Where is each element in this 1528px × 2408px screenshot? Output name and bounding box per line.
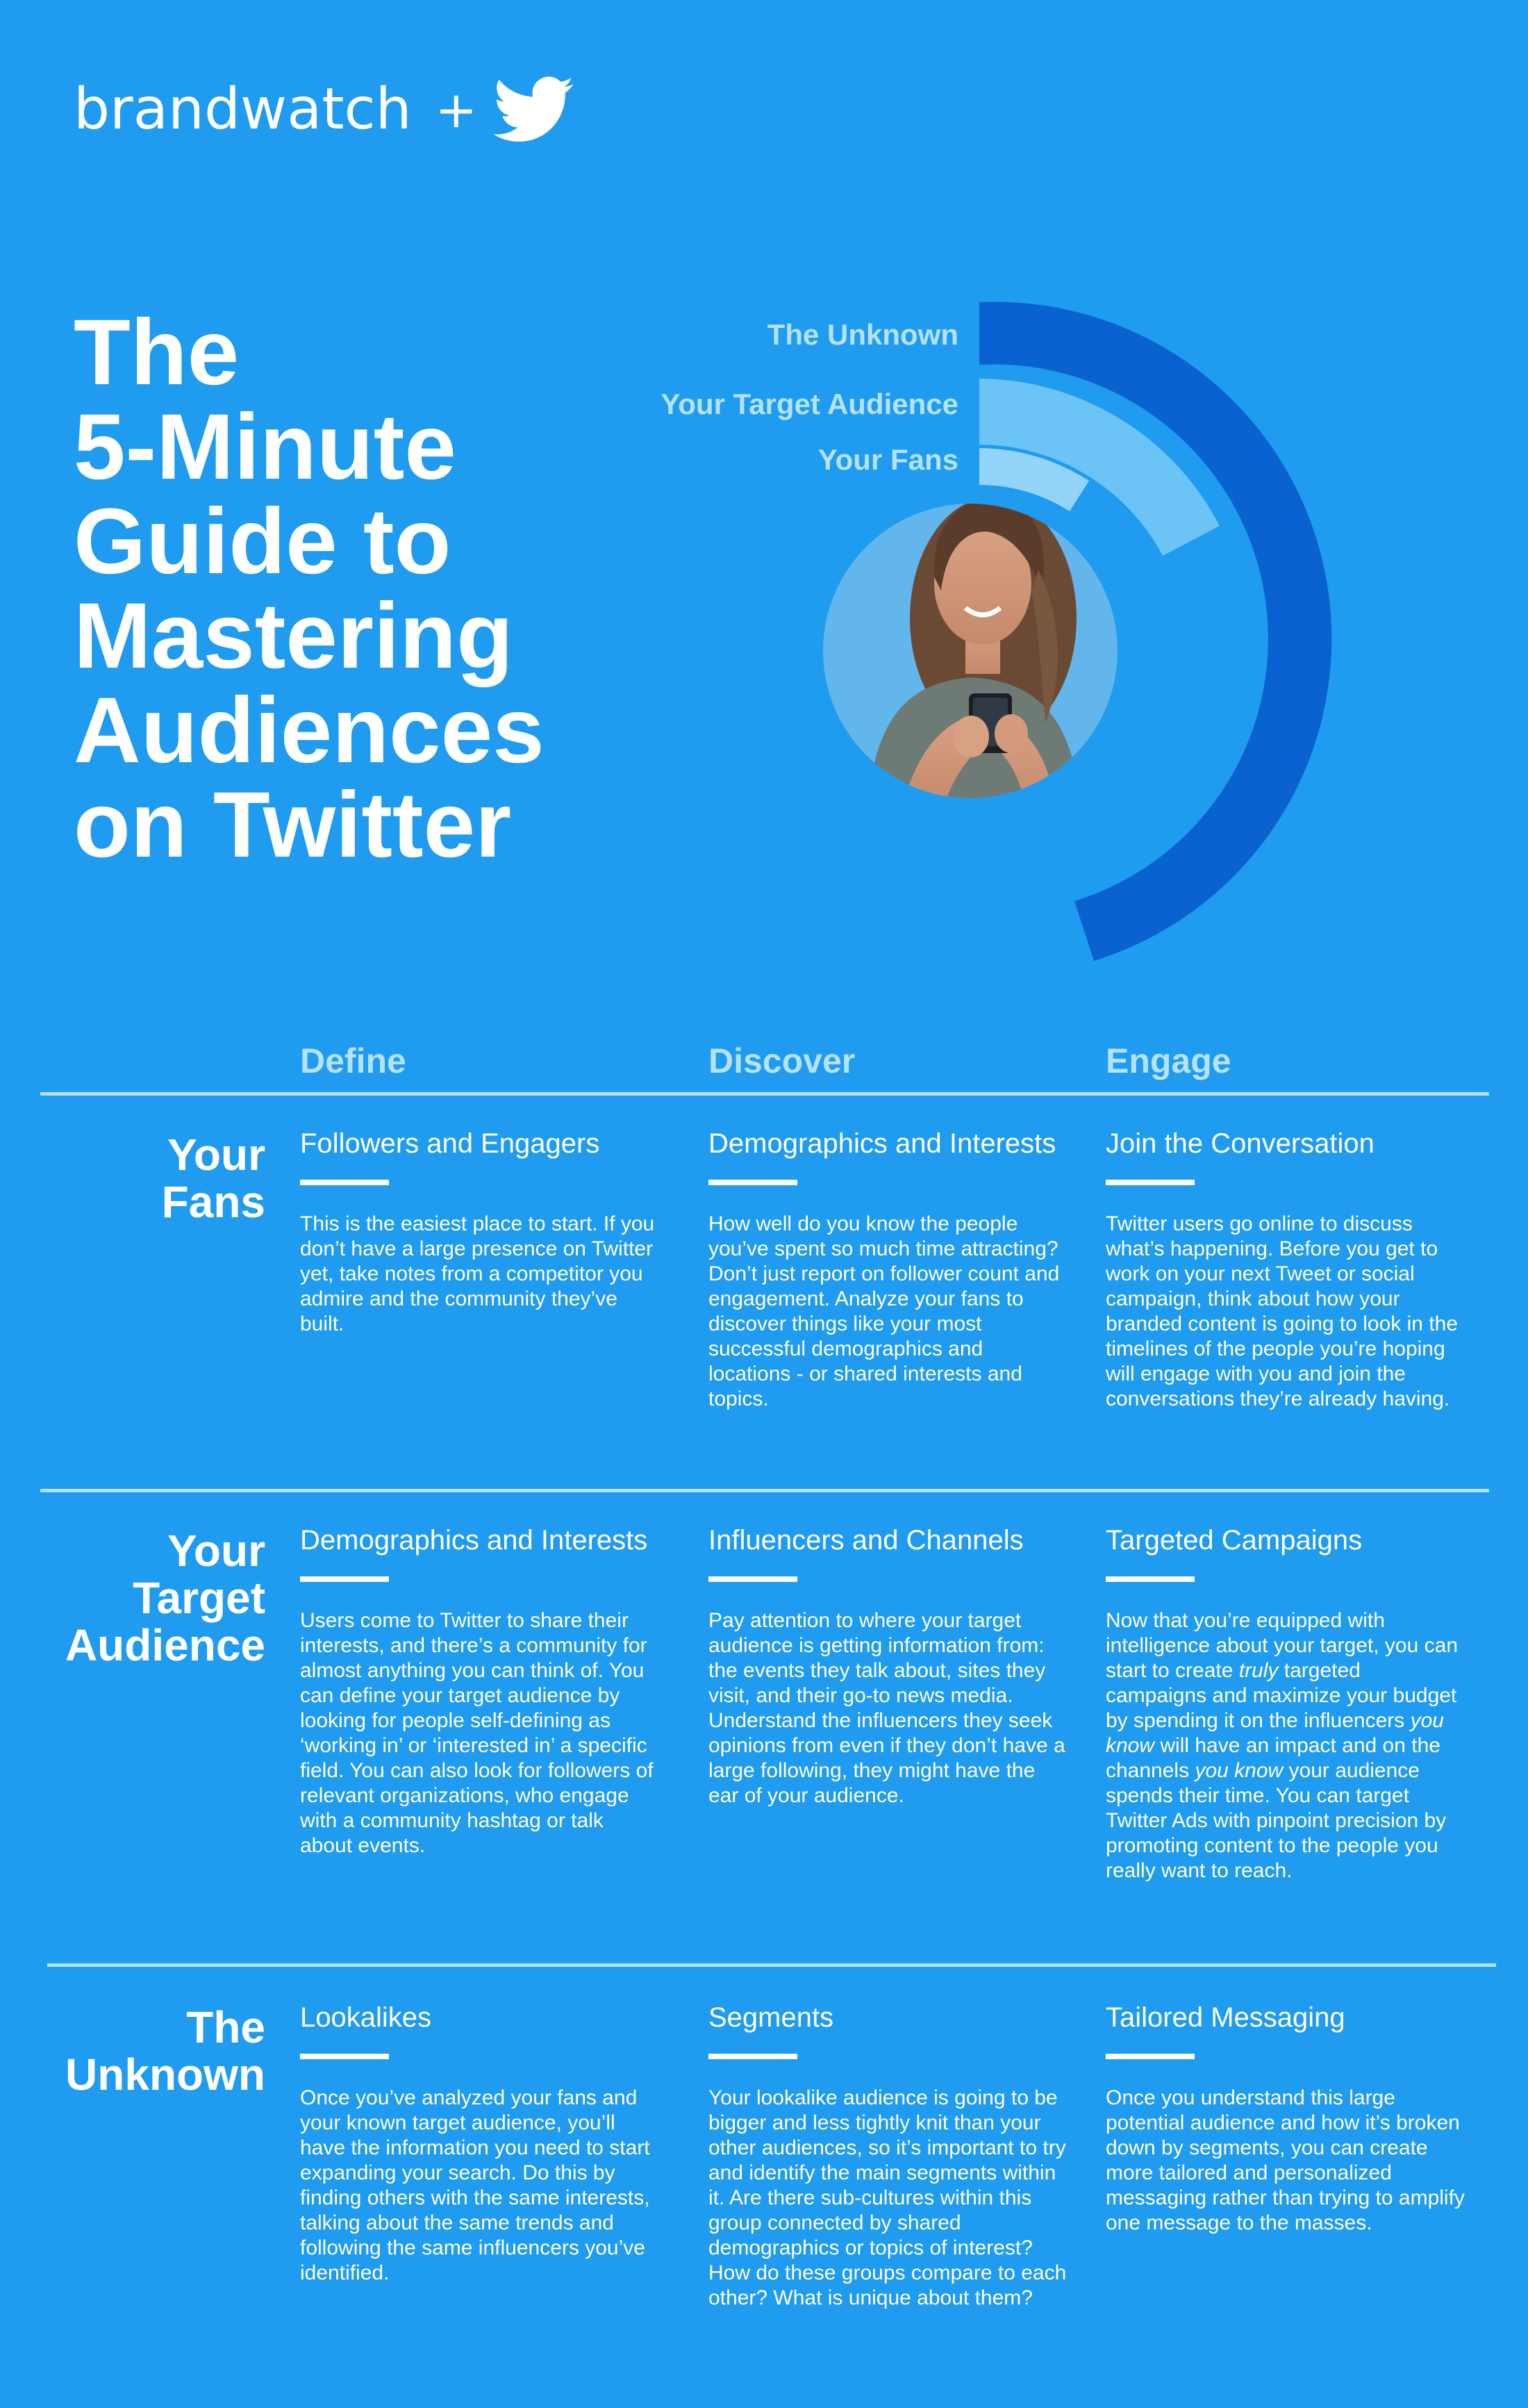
column-header-engage: Engage bbox=[1106, 1041, 1231, 1080]
body-text: Now that you’re equipped with intelligen… bbox=[1106, 1609, 1458, 1682]
cell-rule bbox=[1106, 1576, 1195, 1582]
cell-fans-discover: Demographics and Interests How well do y… bbox=[708, 1127, 1083, 1412]
ring-label-fans: Your Fans bbox=[817, 443, 958, 476]
row-label-line: Your bbox=[167, 1526, 265, 1576]
cell-body: Your lookalike audience is going to be b… bbox=[708, 2086, 1067, 2309]
title-line: Guide to bbox=[74, 490, 451, 593]
ring-fans bbox=[979, 448, 1089, 511]
woman-with-phone-photo bbox=[823, 504, 1118, 798]
column-header-define: Define bbox=[300, 1041, 406, 1080]
column-header-discover: Discover bbox=[708, 1041, 856, 1080]
cell-rule bbox=[708, 1180, 797, 1185]
body-text: will have an impact and on the channels bbox=[1106, 1734, 1440, 1782]
row-label-line: Unknown bbox=[65, 2050, 265, 2100]
cell-title: Targeted Campaigns bbox=[1106, 1525, 1363, 1556]
ring-label-unknown: The Unknown bbox=[767, 318, 958, 351]
cell-rule bbox=[1106, 1180, 1195, 1185]
row-label-the-unknown: The Unknown bbox=[28, 2004, 265, 2098]
cell-title: Segments bbox=[708, 2002, 834, 2033]
row-label-line: Your bbox=[167, 1130, 265, 1180]
cell-body: Pay attention to where your target audie… bbox=[708, 1609, 1065, 1807]
title-line: Mastering bbox=[74, 584, 513, 688]
body-text: your audience spends their time. You can… bbox=[1106, 1759, 1447, 1882]
cell-target-engage: Targeted Campaigns Now that you’re equip… bbox=[1106, 1524, 1481, 1883]
cell-body: Now that you’re equipped with intelligen… bbox=[1106, 1608, 1467, 1883]
title-line: Audiences bbox=[74, 679, 545, 782]
row-divider bbox=[40, 1489, 1489, 1492]
row-label-line: Audience bbox=[65, 1620, 265, 1670]
cell-body: How well do you know the people you’ve s… bbox=[708, 1212, 1060, 1410]
cell-fans-engage: Join the Conversation Twitter users go o… bbox=[1106, 1127, 1481, 1412]
brand-logo: brandwatch bbox=[74, 76, 412, 142]
cell-title: Followers and Engagers bbox=[300, 1128, 600, 1159]
cell-target-discover: Influencers and Channels Pay attention t… bbox=[708, 1524, 1083, 1808]
cell-title: Lookalikes bbox=[300, 2002, 432, 2033]
twitter-bird-icon bbox=[493, 76, 574, 142]
ring-unknown bbox=[979, 302, 1332, 961]
cell-rule bbox=[1106, 2054, 1195, 2059]
logo-row: brandwatch + bbox=[74, 76, 574, 143]
audience-rings-graphic bbox=[823, 302, 1332, 961]
body-text: targeted campaigns and maximize your bud… bbox=[1106, 1659, 1457, 1732]
title-line: on Twitter bbox=[74, 773, 512, 877]
row-label-line: Fans bbox=[161, 1177, 265, 1227]
body-text-italic: truly bbox=[1238, 1659, 1279, 1682]
row-label-line: The bbox=[186, 2002, 265, 2052]
cell-rule bbox=[300, 2054, 389, 2059]
title-line: 5-Minute bbox=[74, 395, 456, 499]
cell-target-define: Demographics and Interests Users come to… bbox=[300, 1524, 675, 1858]
cell-rule bbox=[708, 2054, 797, 2059]
cell-body: Once you understand this large potential… bbox=[1106, 2086, 1465, 2234]
ring-target bbox=[979, 379, 1220, 556]
cell-title: Influencers and Channels bbox=[708, 1525, 1024, 1556]
cell-rule bbox=[300, 1576, 389, 1582]
page-title: The 5-Minute Guide to Mastering Audience… bbox=[74, 306, 629, 873]
cell-unknown-engage: Tailored Messaging Once you understand t… bbox=[1106, 2001, 1481, 2236]
cell-title: Tailored Messaging bbox=[1106, 2002, 1345, 2033]
plus-sign: + bbox=[435, 81, 477, 139]
cell-body: Once you’ve analyzed your fans and your … bbox=[300, 2086, 650, 2284]
cell-body: This is the easiest place to start. If y… bbox=[300, 1212, 655, 1335]
cell-unknown-discover: Segments Your lookalike audience is goin… bbox=[708, 2001, 1083, 2311]
cell-fans-define: Followers and Engagers This is the easie… bbox=[300, 1127, 675, 1337]
cell-title: Demographics and Interests bbox=[708, 1128, 1056, 1159]
row-label-your-target-audience: Your Target Audience bbox=[28, 1527, 265, 1669]
cell-body: Twitter users go online to discuss what’… bbox=[1106, 1212, 1459, 1410]
cell-unknown-define: Lookalikes Once you’ve analyzed your fan… bbox=[300, 2001, 675, 2286]
row-label-line: Target bbox=[133, 1573, 265, 1623]
cell-body: Users come to Twitter to share their int… bbox=[300, 1609, 654, 1857]
title-line: The bbox=[74, 301, 240, 404]
cell-rule bbox=[708, 1576, 797, 1582]
cell-rule bbox=[300, 1180, 389, 1185]
row-divider bbox=[40, 1092, 1489, 1096]
row-divider bbox=[47, 1963, 1496, 1967]
body-text-italic: you know bbox=[1106, 1709, 1444, 1757]
body-text-italic: you know bbox=[1195, 1759, 1284, 1782]
cell-title: Join the Conversation bbox=[1106, 1128, 1375, 1159]
ring-label-target: Your Target Audience bbox=[661, 388, 958, 420]
cell-title: Demographics and Interests bbox=[300, 1525, 648, 1556]
row-label-your-fans: Your Fans bbox=[28, 1131, 265, 1226]
